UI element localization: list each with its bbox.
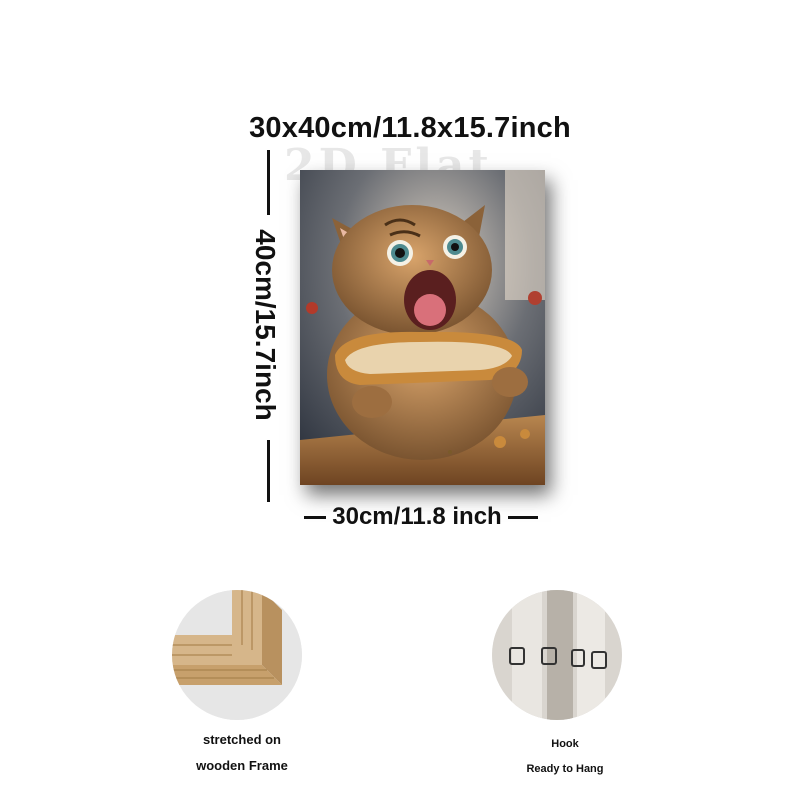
width-size-label: 30cm/11.8 inch [332,503,502,530]
width-line-left [304,515,327,519]
frame-caption-line1: stretched on [202,732,281,747]
canvas-painting [300,170,545,485]
hanging-hook-icon [492,590,622,720]
width-line-right [507,515,538,519]
hook-photo [492,590,622,720]
wooden-frame-corner-icon [172,590,302,720]
cat-eating-bread-artwork [300,170,545,485]
height-line-bottom [267,440,270,502]
wooden-frame-photo [172,590,302,720]
width-dimension: 30cm/11.8 inch [286,503,556,531]
hook-caption-line1: Hook [551,738,579,750]
height-size-label: 40cm/15.7inch [250,229,281,421]
hook-caption-line2: Ready to Hang [526,763,604,775]
height-line-top [267,150,270,215]
overall-size-label: 30x40cm/11.8x15.7inch [249,112,571,144]
frame-caption-line2: wooden Frame [196,758,288,773]
